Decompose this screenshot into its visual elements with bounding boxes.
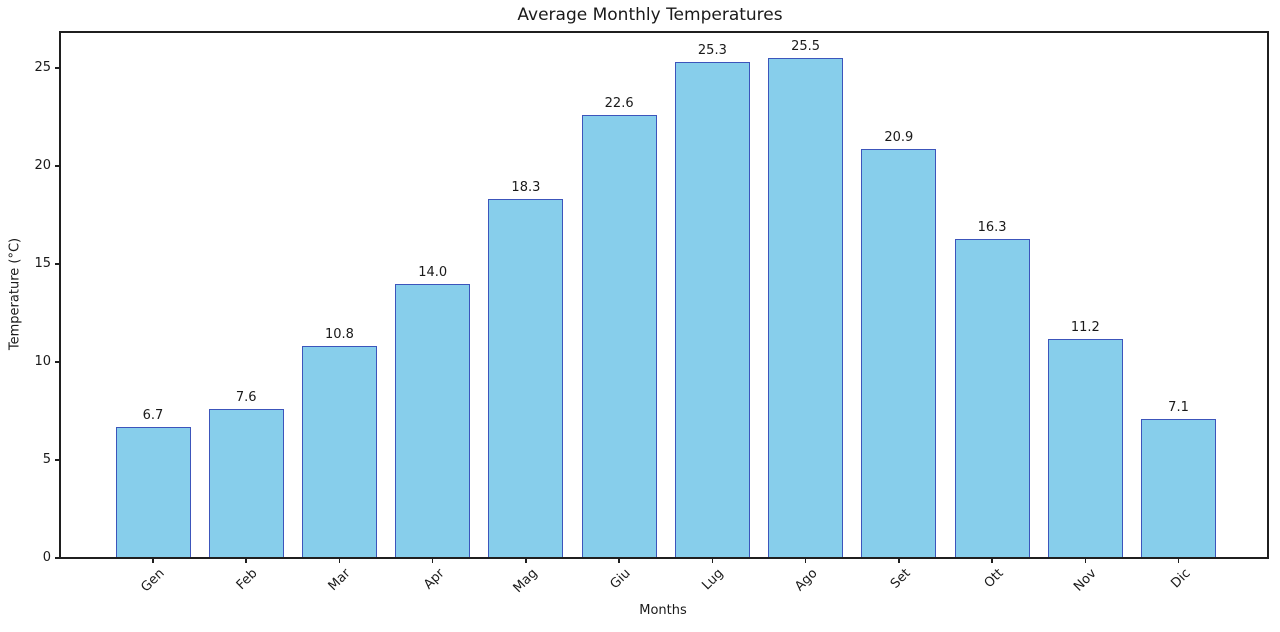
bar bbox=[581, 115, 657, 557]
y-tick-mark bbox=[55, 459, 59, 461]
x-tick-mark bbox=[1177, 559, 1180, 563]
x-tick-label: Ago bbox=[791, 566, 821, 595]
bar-value-label: 18.3 bbox=[511, 180, 541, 196]
y-axis-label: Temperature (°C) bbox=[7, 237, 23, 351]
bar-value-label: 10.8 bbox=[324, 327, 354, 343]
x-tick-mark bbox=[338, 559, 341, 563]
bar-value-label: 16.3 bbox=[977, 219, 1007, 235]
x-tick-label: Feb bbox=[233, 566, 261, 593]
x-tick-label: Mar bbox=[326, 566, 355, 594]
bar bbox=[674, 62, 750, 557]
y-tick-mark bbox=[55, 67, 59, 69]
x-tick-label: Apr bbox=[420, 566, 448, 593]
y-tick-mark bbox=[55, 165, 59, 167]
x-tick-mark bbox=[898, 559, 900, 563]
bar-value-label: 7.6 bbox=[235, 390, 257, 406]
bar-value-label: 25.5 bbox=[791, 39, 821, 55]
bar bbox=[301, 346, 377, 557]
bar bbox=[768, 58, 844, 557]
x-tick-label: Mag bbox=[510, 566, 541, 597]
x-tick-mark bbox=[804, 559, 807, 563]
bar bbox=[1141, 418, 1217, 557]
x-tick-mark bbox=[245, 559, 247, 563]
y-tick-label: 25 bbox=[34, 60, 51, 76]
x-axis-label: Months bbox=[639, 603, 687, 618]
x-tick-mark bbox=[618, 559, 620, 563]
bar bbox=[861, 148, 937, 557]
bar-value-label: 25.3 bbox=[697, 43, 727, 59]
x-tick-mark bbox=[525, 559, 527, 563]
bar bbox=[208, 409, 284, 557]
x-tick-mark bbox=[991, 559, 993, 563]
y-tick-label: 0 bbox=[42, 550, 51, 565]
chart-title: Average Monthly Temperatures bbox=[517, 5, 783, 25]
y-tick-label: 20 bbox=[34, 158, 51, 174]
x-tick-label: Set bbox=[887, 566, 914, 592]
x-tick-mark bbox=[152, 559, 154, 563]
bar-value-label: 6.7 bbox=[142, 407, 164, 423]
bar-value-label: 7.1 bbox=[1168, 399, 1189, 415]
bar bbox=[954, 238, 1030, 557]
bar bbox=[488, 199, 564, 557]
x-tick-mark bbox=[431, 559, 434, 563]
y-tick-mark bbox=[55, 263, 59, 265]
y-tick-label: 10 bbox=[34, 354, 51, 370]
x-tick-mark bbox=[711, 559, 714, 563]
bar-value-label: 20.9 bbox=[884, 129, 914, 145]
bar bbox=[395, 283, 471, 557]
y-tick-label: 5 bbox=[42, 452, 51, 468]
bar-value-label: 22.6 bbox=[604, 96, 634, 112]
x-tick-label: Lug bbox=[699, 566, 727, 594]
x-tick-mark bbox=[1084, 559, 1087, 563]
y-tick-label: 15 bbox=[34, 256, 51, 272]
y-tick-mark bbox=[55, 557, 59, 559]
x-tick-label: Dic bbox=[1167, 566, 1194, 592]
x-tick-label: Ott bbox=[981, 566, 1007, 592]
x-tick-label: Giu bbox=[607, 566, 634, 593]
bar bbox=[1047, 338, 1123, 557]
bar bbox=[115, 426, 191, 557]
x-tick-label: Nov bbox=[1071, 566, 1100, 595]
bar-value-label: 11.2 bbox=[1070, 319, 1100, 335]
bar-value-label: 14.0 bbox=[418, 264, 448, 280]
y-tick-mark bbox=[55, 361, 59, 363]
x-tick-label: Gen bbox=[138, 566, 168, 596]
